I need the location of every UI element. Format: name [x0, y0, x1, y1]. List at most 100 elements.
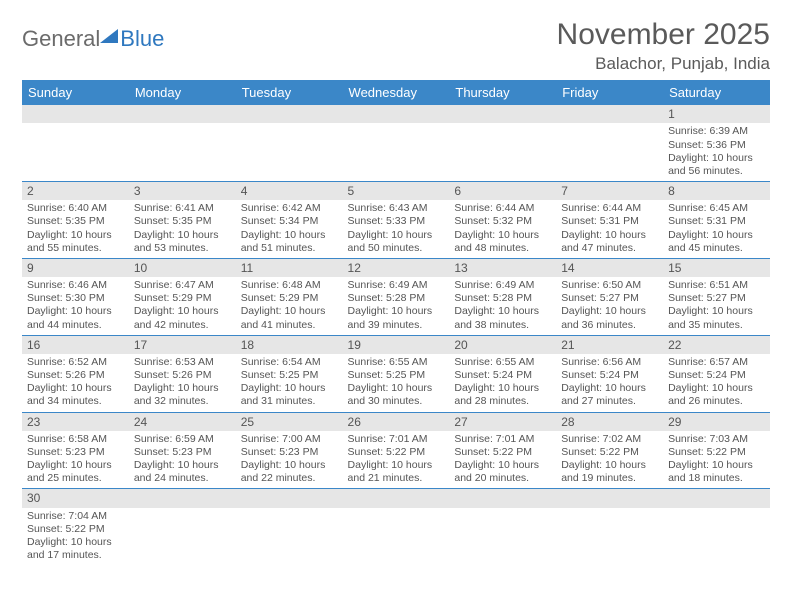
day-details: Sunrise: 6:46 AMSunset: 5:30 PMDaylight:… [22, 277, 129, 335]
day-number-band: 29 [663, 413, 770, 431]
calendar-empty-cell [22, 105, 129, 181]
day-details: Sunrise: 7:02 AMSunset: 5:22 PMDaylight:… [556, 431, 663, 489]
calendar-day-cell: 10Sunrise: 6:47 AMSunset: 5:29 PMDayligh… [129, 258, 236, 335]
day-number-band: 30 [22, 489, 129, 507]
day-number-band: 13 [449, 259, 556, 277]
calendar-empty-cell [449, 105, 556, 181]
day-number-band [236, 105, 343, 123]
calendar-day-cell: 15Sunrise: 6:51 AMSunset: 5:27 PMDayligh… [663, 258, 770, 335]
day-details: Sunrise: 6:41 AMSunset: 5:35 PMDaylight:… [129, 200, 236, 258]
day-details: Sunrise: 7:00 AMSunset: 5:23 PMDaylight:… [236, 431, 343, 489]
day-number-band [449, 105, 556, 123]
calendar-week-row: 1Sunrise: 6:39 AMSunset: 5:36 PMDaylight… [22, 105, 770, 181]
day-number-band: 9 [22, 259, 129, 277]
weekday-header-row: SundayMondayTuesdayWednesdayThursdayFrid… [22, 80, 770, 105]
weekday-header: Monday [129, 80, 236, 105]
calendar-day-cell: 2Sunrise: 6:40 AMSunset: 5:35 PMDaylight… [22, 181, 129, 258]
day-details: Sunrise: 6:44 AMSunset: 5:32 PMDaylight:… [449, 200, 556, 258]
day-number-band: 15 [663, 259, 770, 277]
calendar-day-cell: 6Sunrise: 6:44 AMSunset: 5:32 PMDaylight… [449, 181, 556, 258]
day-number-band: 8 [663, 182, 770, 200]
calendar-day-cell: 4Sunrise: 6:42 AMSunset: 5:34 PMDaylight… [236, 181, 343, 258]
calendar-empty-cell [556, 105, 663, 181]
calendar-empty-cell [129, 489, 236, 565]
day-number-band [663, 489, 770, 507]
day-details: Sunrise: 6:57 AMSunset: 5:24 PMDaylight:… [663, 354, 770, 412]
calendar-day-cell: 1Sunrise: 6:39 AMSunset: 5:36 PMDaylight… [663, 105, 770, 181]
day-number-band: 10 [129, 259, 236, 277]
calendar-table: SundayMondayTuesdayWednesdayThursdayFrid… [22, 80, 770, 565]
day-details: Sunrise: 6:45 AMSunset: 5:31 PMDaylight:… [663, 200, 770, 258]
logo-sail-icon [100, 29, 118, 43]
day-details: Sunrise: 7:03 AMSunset: 5:22 PMDaylight:… [663, 431, 770, 489]
header: General Blue November 2025 Balachor, Pun… [22, 18, 770, 74]
day-number-band: 1 [663, 105, 770, 123]
day-number-band: 22 [663, 336, 770, 354]
calendar-empty-cell [236, 489, 343, 565]
day-details: Sunrise: 6:53 AMSunset: 5:26 PMDaylight:… [129, 354, 236, 412]
calendar-day-cell: 9Sunrise: 6:46 AMSunset: 5:30 PMDaylight… [22, 258, 129, 335]
day-details: Sunrise: 6:49 AMSunset: 5:28 PMDaylight:… [449, 277, 556, 335]
day-number-band: 23 [22, 413, 129, 431]
calendar-day-cell: 30Sunrise: 7:04 AMSunset: 5:22 PMDayligh… [22, 489, 129, 565]
calendar-empty-cell [236, 105, 343, 181]
weekday-header: Wednesday [343, 80, 450, 105]
calendar-day-cell: 11Sunrise: 6:48 AMSunset: 5:29 PMDayligh… [236, 258, 343, 335]
day-number-band: 26 [343, 413, 450, 431]
day-details: Sunrise: 7:04 AMSunset: 5:22 PMDaylight:… [22, 508, 129, 566]
calendar-day-cell: 19Sunrise: 6:55 AMSunset: 5:25 PMDayligh… [343, 335, 450, 412]
calendar-day-cell: 13Sunrise: 6:49 AMSunset: 5:28 PMDayligh… [449, 258, 556, 335]
calendar-empty-cell [449, 489, 556, 565]
day-number-band: 25 [236, 413, 343, 431]
calendar-day-cell: 28Sunrise: 7:02 AMSunset: 5:22 PMDayligh… [556, 412, 663, 489]
calendar-day-cell: 18Sunrise: 6:54 AMSunset: 5:25 PMDayligh… [236, 335, 343, 412]
day-number-band: 14 [556, 259, 663, 277]
day-number-band: 7 [556, 182, 663, 200]
day-details: Sunrise: 6:48 AMSunset: 5:29 PMDaylight:… [236, 277, 343, 335]
day-details: Sunrise: 6:47 AMSunset: 5:29 PMDaylight:… [129, 277, 236, 335]
day-details: Sunrise: 6:52 AMSunset: 5:26 PMDaylight:… [22, 354, 129, 412]
calendar-week-row: 23Sunrise: 6:58 AMSunset: 5:23 PMDayligh… [22, 412, 770, 489]
day-details: Sunrise: 6:40 AMSunset: 5:35 PMDaylight:… [22, 200, 129, 258]
day-details: Sunrise: 7:01 AMSunset: 5:22 PMDaylight:… [449, 431, 556, 489]
calendar-day-cell: 3Sunrise: 6:41 AMSunset: 5:35 PMDaylight… [129, 181, 236, 258]
day-number-band: 18 [236, 336, 343, 354]
day-details: Sunrise: 6:51 AMSunset: 5:27 PMDaylight:… [663, 277, 770, 335]
day-number-band: 27 [449, 413, 556, 431]
title-block: November 2025 Balachor, Punjab, India [557, 18, 770, 74]
calendar-day-cell: 29Sunrise: 7:03 AMSunset: 5:22 PMDayligh… [663, 412, 770, 489]
calendar-week-row: 2Sunrise: 6:40 AMSunset: 5:35 PMDaylight… [22, 181, 770, 258]
day-details: Sunrise: 6:43 AMSunset: 5:33 PMDaylight:… [343, 200, 450, 258]
calendar-day-cell: 7Sunrise: 6:44 AMSunset: 5:31 PMDaylight… [556, 181, 663, 258]
calendar-empty-cell [343, 105, 450, 181]
weekday-header: Sunday [22, 80, 129, 105]
day-number-band [343, 105, 450, 123]
day-details: Sunrise: 6:58 AMSunset: 5:23 PMDaylight:… [22, 431, 129, 489]
day-number-band [556, 489, 663, 507]
calendar-day-cell: 12Sunrise: 6:49 AMSunset: 5:28 PMDayligh… [343, 258, 450, 335]
day-number-band: 17 [129, 336, 236, 354]
calendar-day-cell: 16Sunrise: 6:52 AMSunset: 5:26 PMDayligh… [22, 335, 129, 412]
day-details: Sunrise: 6:42 AMSunset: 5:34 PMDaylight:… [236, 200, 343, 258]
calendar-day-cell: 27Sunrise: 7:01 AMSunset: 5:22 PMDayligh… [449, 412, 556, 489]
calendar-day-cell: 20Sunrise: 6:55 AMSunset: 5:24 PMDayligh… [449, 335, 556, 412]
day-number-band [129, 105, 236, 123]
calendar-empty-cell [556, 489, 663, 565]
day-details: Sunrise: 6:55 AMSunset: 5:24 PMDaylight:… [449, 354, 556, 412]
day-number-band: 3 [129, 182, 236, 200]
day-number-band [22, 105, 129, 123]
day-details: Sunrise: 6:44 AMSunset: 5:31 PMDaylight:… [556, 200, 663, 258]
day-number-band [129, 489, 236, 507]
calendar-empty-cell [343, 489, 450, 565]
calendar-day-cell: 21Sunrise: 6:56 AMSunset: 5:24 PMDayligh… [556, 335, 663, 412]
day-number-band [236, 489, 343, 507]
weekday-header: Thursday [449, 80, 556, 105]
day-details: Sunrise: 6:49 AMSunset: 5:28 PMDaylight:… [343, 277, 450, 335]
calendar-week-row: 30Sunrise: 7:04 AMSunset: 5:22 PMDayligh… [22, 489, 770, 565]
calendar-day-cell: 23Sunrise: 6:58 AMSunset: 5:23 PMDayligh… [22, 412, 129, 489]
day-number-band [343, 489, 450, 507]
day-number-band: 16 [22, 336, 129, 354]
day-number-band: 28 [556, 413, 663, 431]
day-details: Sunrise: 6:56 AMSunset: 5:24 PMDaylight:… [556, 354, 663, 412]
weekday-header: Friday [556, 80, 663, 105]
